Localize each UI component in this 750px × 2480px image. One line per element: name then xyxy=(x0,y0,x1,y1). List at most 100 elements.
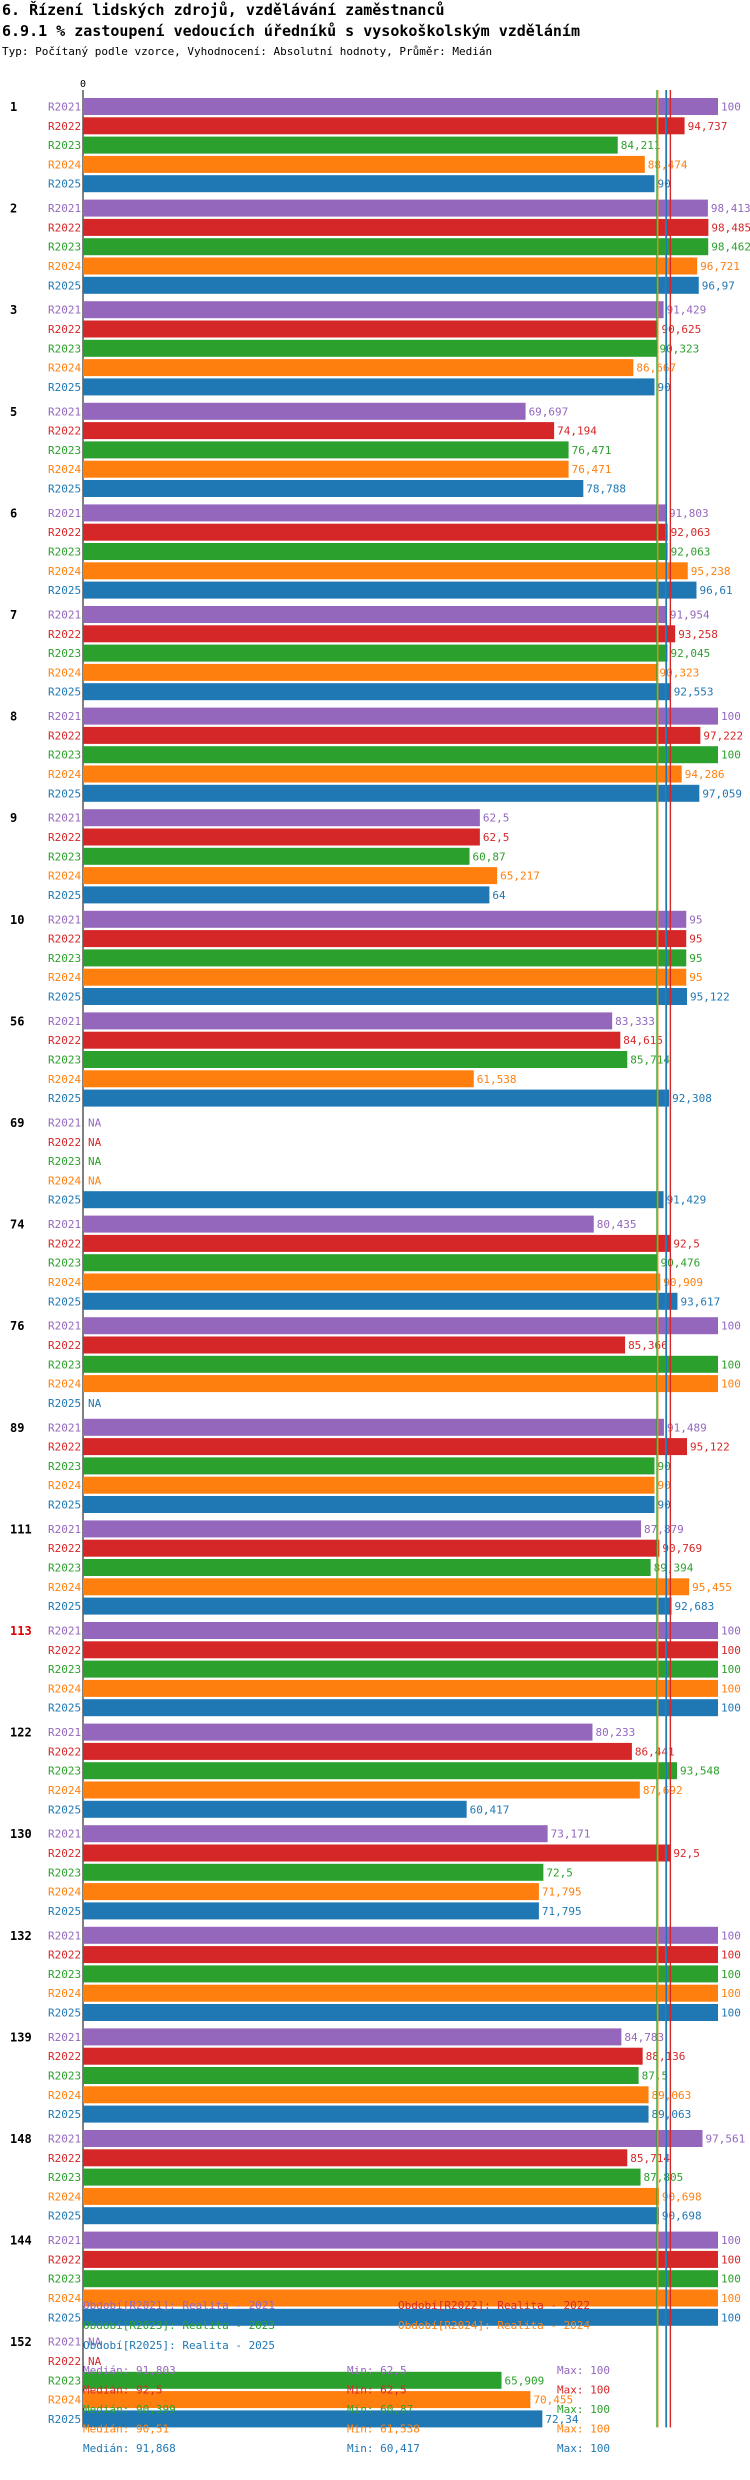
bar xyxy=(83,1336,626,1354)
value-label: 70,455 xyxy=(533,2394,573,2407)
series-label: R2022 xyxy=(48,2355,81,2368)
series-label: R2024 xyxy=(48,1174,81,1187)
value-label: 91,803 xyxy=(669,507,709,520)
series-label: R2022 xyxy=(48,323,81,336)
value-label: 60,87 xyxy=(473,850,506,863)
value-label: 97,059 xyxy=(702,787,742,800)
series-label: R2023 xyxy=(48,1358,81,1371)
series-label: R2025 xyxy=(48,1397,81,1410)
series-label: R2021 xyxy=(48,710,81,723)
bar xyxy=(83,1539,660,1557)
bar xyxy=(83,606,667,623)
series-label: R2022 xyxy=(48,425,81,438)
value-label: 61,538 xyxy=(477,1073,517,1086)
series-label: R2023 xyxy=(48,1968,81,1981)
value-label: 72,34 xyxy=(545,2413,578,2426)
value-label-na: NA xyxy=(88,1117,102,1130)
value-label: 62,5 xyxy=(483,831,510,844)
bar xyxy=(83,1031,621,1049)
bar xyxy=(83,238,709,256)
value-label-na: NA xyxy=(88,2336,102,2349)
bar xyxy=(83,644,668,662)
group-label: 122 xyxy=(10,1726,32,1740)
x-axis-zero-label: 0 xyxy=(80,79,86,90)
value-label: 90,323 xyxy=(660,342,700,355)
series-label: R2023 xyxy=(48,2171,81,2184)
value-label: 100 xyxy=(721,1702,741,1715)
bar xyxy=(83,1863,544,1881)
bar xyxy=(83,1496,655,1513)
bar xyxy=(83,2391,531,2409)
value-label: 95 xyxy=(689,952,702,965)
value-label: 85,714 xyxy=(630,2152,670,2165)
bar xyxy=(83,1292,678,1310)
group-label: 10 xyxy=(10,913,24,927)
series-label: R2023 xyxy=(48,1562,81,1575)
stat-median: Medián: 92,5 xyxy=(83,2384,162,2397)
value-label: 100 xyxy=(721,2292,741,2305)
value-label: 91,429 xyxy=(667,1194,707,1207)
value-label: 91,429 xyxy=(667,304,707,317)
legend-entry: Období[R2024]: Realita - 2024 xyxy=(398,2319,590,2332)
series-label: R2025 xyxy=(48,1194,81,1207)
series-label: R2025 xyxy=(48,787,81,800)
value-label: 96,97 xyxy=(702,279,735,292)
bar xyxy=(83,2250,718,2268)
value-label: 80,233 xyxy=(595,1726,635,1739)
bar xyxy=(83,2231,718,2249)
bar xyxy=(83,2004,718,2021)
series-label: R2025 xyxy=(48,2413,81,2426)
value-label: 74,194 xyxy=(557,425,597,438)
bar xyxy=(83,155,645,173)
bar xyxy=(83,2270,718,2288)
bar xyxy=(83,2130,703,2147)
bar xyxy=(83,460,569,478)
bar xyxy=(83,1012,613,1030)
series-label: R2023 xyxy=(48,1765,81,1778)
series-label: R2023 xyxy=(48,1866,81,1879)
value-label: 90 xyxy=(658,1460,671,1473)
value-label: 95 xyxy=(689,971,702,984)
bar xyxy=(83,1520,642,1538)
bar xyxy=(83,1559,651,1576)
series-label: R2021 xyxy=(48,1218,81,1231)
value-label: 94,737 xyxy=(688,120,728,133)
series-label: R2022 xyxy=(48,1237,81,1250)
series-label: R2022 xyxy=(48,221,81,234)
series-label: R2023 xyxy=(48,241,81,254)
value-label: 100 xyxy=(721,710,741,723)
series-label: R2021 xyxy=(48,1726,81,1739)
series-label: R2023 xyxy=(48,952,81,965)
series-label: R2024 xyxy=(48,2190,81,2203)
group-label: 113 xyxy=(10,1624,32,1638)
bar xyxy=(83,1902,539,1920)
page-title: 6. Řízení lidských zdrojů, vzdělávání za… xyxy=(2,1,445,19)
series-label: R2025 xyxy=(48,1905,81,1918)
value-label: 100 xyxy=(721,1949,741,1962)
bar xyxy=(83,1215,594,1233)
value-label: 83,333 xyxy=(615,1015,655,1028)
value-label: 92,063 xyxy=(671,546,711,559)
series-label: R2021 xyxy=(48,2234,81,2247)
series-label: R2025 xyxy=(48,1600,81,1613)
series-label: R2025 xyxy=(48,889,81,902)
series-label: R2022 xyxy=(48,1644,81,1657)
series-label: R2022 xyxy=(48,831,81,844)
series-label: R2025 xyxy=(48,1702,81,1715)
series-label: R2022 xyxy=(48,1949,81,1962)
bar xyxy=(83,2207,659,2225)
legend-entry: Období[R2022]: Realita - 2022 xyxy=(398,2299,590,2312)
group-label: 74 xyxy=(10,1218,24,1232)
series-label: R2025 xyxy=(48,1295,81,1308)
series-label: R2023 xyxy=(48,2070,81,2083)
group-label: 76 xyxy=(10,1319,24,1333)
series-label: R2025 xyxy=(48,584,81,597)
bar xyxy=(83,378,655,396)
bar xyxy=(83,949,687,967)
series-label: R2024 xyxy=(48,362,81,375)
bar xyxy=(83,1723,593,1741)
value-label: 92,063 xyxy=(671,526,711,539)
value-label: 71,795 xyxy=(542,1886,582,1899)
value-label: 85,714 xyxy=(630,1054,670,1067)
stat-max: Max: 100 xyxy=(557,2442,610,2455)
